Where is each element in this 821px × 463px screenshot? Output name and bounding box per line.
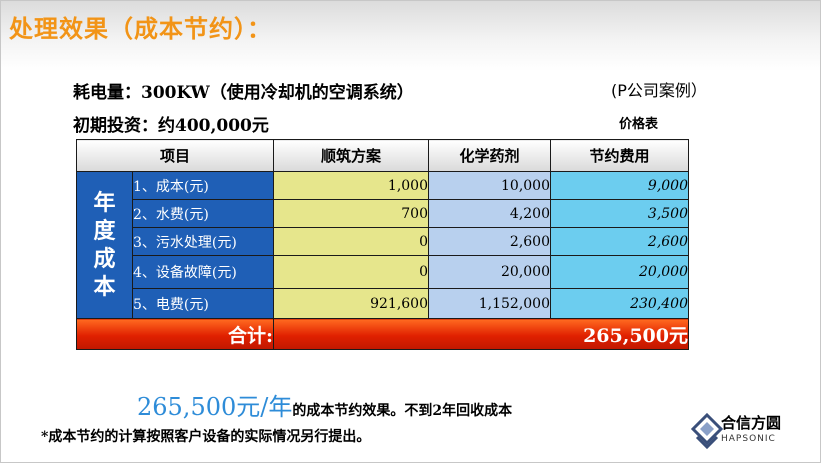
chemical-value: 2,600 (428, 227, 551, 256)
table-row: 4、设备故障(元) 0 20,000 20,000 (77, 255, 689, 289)
initial-investment-text: 初期投资：约400,000元 (73, 116, 269, 136)
table-header-row: 项目 顺筑方案 化学药剂 节约费用 (76, 139, 689, 172)
savings-value: 3,500 (550, 199, 689, 228)
slide-title: 处理效果（成本节约）： (9, 15, 272, 43)
chemical-value: 1,152,000 (428, 288, 551, 319)
savings-value: 2,600 (550, 227, 689, 256)
logo-text-cn: 合信方圆 (721, 414, 782, 432)
row-item-label: 4、设备故障(元) (132, 255, 274, 289)
savings-value: 20,000 (550, 255, 689, 289)
total-value: 265,500元 (273, 318, 689, 350)
solution-value: 700 (273, 199, 429, 228)
group-char: 度 (93, 218, 116, 244)
savings-value: 230,400 (550, 288, 689, 319)
footnote: *成本节约的计算按照客户设备的实际情况另行提出。 (41, 429, 371, 445)
header-chemical: 化学药剂 (428, 139, 551, 172)
row-item-label: 2、水费(元) (132, 199, 274, 228)
row-item-label: 1、成本(元) (132, 171, 274, 200)
group-char: 成 (93, 246, 116, 272)
annual-savings-amount: 265,500元/年 (137, 393, 293, 421)
savings-value: 9,000 (550, 171, 689, 200)
table-row: 2、水费(元) 700 4,200 3,500 (77, 199, 689, 228)
solution-value: 921,600 (273, 288, 429, 319)
solution-value: 0 (273, 227, 429, 256)
table-row: 3、污水处理(元) 0 2,600 2,600 (77, 227, 689, 256)
total-label: 合计: (76, 318, 274, 350)
header-savings: 节约费用 (550, 139, 689, 172)
chemical-value: 20,000 (428, 255, 551, 289)
header-solution: 顺筑方案 (273, 139, 429, 172)
cost-comparison-table: 项目 顺筑方案 化学药剂 节约费用 年 度 成 本 1、成本(元) 1,000 … (76, 139, 689, 350)
summary-text: 的成本节约效果。不到2年回收成本 (292, 403, 513, 419)
row-item-label: 5、电费(元) (132, 288, 274, 319)
total-row: 合计: 265,500元 (76, 318, 689, 350)
solution-value: 0 (273, 255, 429, 289)
row-item-label: 3、污水处理(元) (132, 227, 274, 256)
chemical-value: 4,200 (428, 199, 551, 228)
company-logo-icon (690, 412, 724, 450)
group-char: 年 (93, 190, 116, 216)
chemical-value: 10,000 (428, 171, 551, 200)
header-item: 项目 (76, 139, 274, 172)
table-row: 5、电费(元) 921,600 1,152,000 230,400 (77, 288, 689, 319)
solution-value: 1,000 (273, 171, 429, 200)
table-row: 年 度 成 本 1、成本(元) 1,000 10,000 9,000 (76, 171, 689, 319)
group-char: 本 (93, 274, 116, 300)
case-label: (P公司案例） (611, 81, 707, 100)
annual-cost-group-label: 年 度 成 本 (76, 171, 133, 319)
power-consumption-text: 耗电量：300KW（使用冷却机的空调系统） (73, 83, 414, 103)
price-table-label: 价格表 (619, 117, 659, 132)
logo-text-en: HAPSONIC (721, 434, 776, 444)
summary-line: 265,500元/年的成本节约效果。不到2年回收成本 (137, 387, 512, 422)
